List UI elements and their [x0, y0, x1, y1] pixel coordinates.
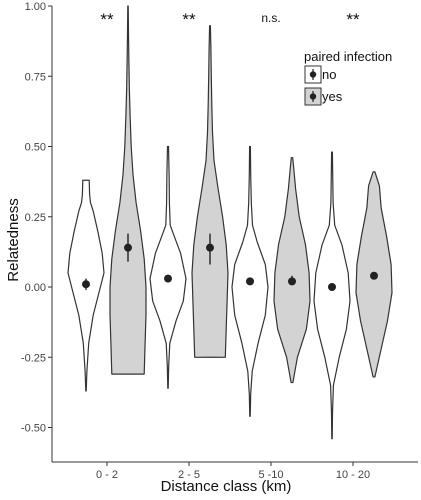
y-tick-label: -0.25	[21, 352, 46, 364]
mean-points	[82, 233, 378, 291]
y-tick-label: 1.00	[25, 1, 46, 13]
mean-point-no-2	[164, 274, 172, 283]
axes	[48, 5, 418, 466]
legend: paired infection no yes	[304, 49, 392, 106]
violin-no-4	[313, 151, 351, 440]
x-tick-label: 10 - 20	[336, 469, 370, 481]
y-tick-labels: 1.00 0.75 0.50 0.25 0.00 -0.25 -0.50	[21, 1, 46, 435]
y-tick-label: 0.50	[25, 142, 46, 154]
x-axis-title: Distance class (km)	[161, 478, 292, 495]
legend-label-yes: yes	[322, 89, 343, 104]
x-tick-labels: 0 - 2 2 - 5 5 -10 10 - 20	[96, 469, 370, 481]
mean-point-no-3	[246, 277, 254, 286]
violin-no-2	[149, 145, 187, 389]
violin-yes-2	[191, 25, 229, 358]
y-tick-label: 0.25	[25, 212, 46, 224]
y-tick-label: 0.75	[25, 71, 46, 83]
y-tick-label: -0.50	[21, 423, 46, 435]
mean-point-yes-4	[370, 271, 378, 280]
violin-yes-1	[109, 5, 147, 375]
significance-labels: ** ** n.s. **	[100, 10, 360, 29]
legend-key-no-point	[309, 71, 317, 78]
mean-point-yes-3	[288, 277, 296, 286]
y-tick-label: 0.00	[25, 282, 46, 294]
mean-point-yes-1	[124, 243, 132, 252]
significance-label: **	[182, 10, 196, 29]
significance-label: **	[100, 10, 114, 29]
legend-key-yes-point	[309, 93, 317, 100]
x-tick-label: 2 - 5	[178, 469, 200, 481]
x-tick-label: 0 - 2	[96, 469, 118, 481]
significance-label: **	[346, 10, 360, 29]
mean-point-no-4	[328, 283, 336, 291]
significance-label: n.s.	[261, 11, 280, 25]
violin-yes-3	[273, 157, 311, 384]
mean-point-yes-2	[206, 243, 214, 252]
y-axis-title: Relatedness	[5, 198, 22, 281]
legend-label-no: no	[322, 67, 336, 82]
x-tick-label: 5 -10	[258, 469, 283, 481]
legend-title: paired infection	[304, 49, 392, 64]
violins	[67, 5, 393, 440]
mean-point-no-1	[82, 280, 90, 289]
